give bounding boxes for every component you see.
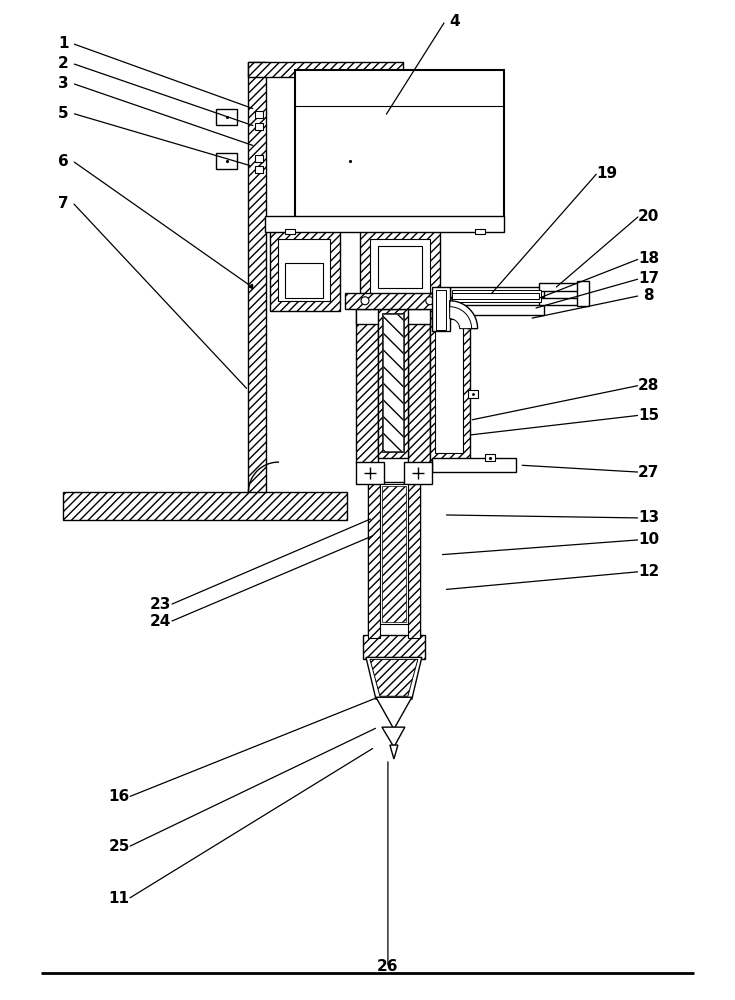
Bar	[539, 298, 579, 305]
Bar	[248, 62, 403, 77]
Polygon shape	[376, 697, 412, 729]
Bar	[450, 287, 545, 297]
Circle shape	[361, 297, 369, 305]
Bar	[475, 229, 484, 234]
Text: 3: 3	[58, 76, 68, 91]
Bar	[63, 492, 347, 520]
Text: 16: 16	[108, 789, 129, 804]
Bar	[382, 486, 406, 622]
Bar	[539, 283, 579, 291]
Bar	[434, 319, 462, 453]
Text: 5: 5	[58, 106, 68, 121]
Bar	[378, 309, 408, 458]
Polygon shape	[366, 657, 422, 699]
Bar	[408, 309, 430, 463]
Polygon shape	[450, 301, 478, 329]
Text: 11: 11	[109, 891, 129, 906]
Bar	[380, 484, 408, 624]
Text: 17: 17	[639, 271, 659, 286]
Text: 4: 4	[449, 14, 460, 29]
Bar	[215, 153, 237, 169]
Bar	[408, 484, 420, 638]
Bar	[360, 231, 440, 296]
Bar	[368, 484, 380, 638]
Bar	[378, 246, 422, 288]
Bar	[285, 229, 295, 234]
Bar	[431, 287, 450, 331]
Bar	[467, 390, 478, 398]
Text: 23: 23	[150, 597, 171, 612]
Text: 26: 26	[377, 959, 398, 974]
Polygon shape	[363, 635, 425, 659]
Text: 18: 18	[639, 251, 659, 266]
Bar	[452, 290, 542, 302]
Bar	[404, 462, 431, 484]
Bar	[215, 109, 237, 125]
Bar	[285, 263, 323, 298]
Bar	[256, 166, 263, 173]
Bar	[270, 231, 340, 311]
Bar	[450, 305, 545, 315]
Bar	[577, 281, 589, 306]
Bar	[256, 155, 263, 162]
Bar	[256, 123, 263, 130]
Bar	[356, 462, 384, 484]
Bar	[295, 70, 504, 219]
Text: 12: 12	[638, 564, 659, 579]
Bar	[248, 62, 266, 510]
Text: 6: 6	[58, 154, 68, 169]
Polygon shape	[382, 727, 405, 747]
Bar	[383, 314, 403, 451]
Text: 1: 1	[58, 36, 68, 51]
Text: 15: 15	[639, 408, 659, 423]
Text: 20: 20	[638, 209, 659, 224]
Text: 19: 19	[597, 166, 617, 181]
Text: 27: 27	[638, 465, 659, 480]
Bar	[345, 293, 455, 309]
Bar	[356, 309, 378, 463]
Bar	[265, 216, 504, 232]
Bar	[431, 458, 517, 472]
Text: 10: 10	[639, 532, 659, 547]
Text: 13: 13	[639, 510, 659, 525]
Bar	[356, 309, 430, 324]
Text: 2: 2	[58, 56, 68, 71]
Bar	[430, 311, 470, 465]
Polygon shape	[450, 307, 472, 329]
Bar	[256, 111, 263, 118]
Bar	[279, 239, 330, 301]
Polygon shape	[390, 745, 398, 759]
Text: 24: 24	[150, 614, 171, 629]
Bar	[382, 313, 404, 452]
Text: 28: 28	[638, 378, 659, 393]
Circle shape	[426, 297, 434, 305]
Bar	[370, 239, 430, 294]
Text: 25: 25	[108, 839, 129, 854]
Bar	[368, 482, 420, 639]
Bar	[484, 454, 495, 461]
Text: 8: 8	[644, 288, 654, 303]
Bar	[436, 290, 445, 330]
Bar	[452, 293, 539, 299]
Polygon shape	[370, 659, 417, 696]
Text: 7: 7	[58, 196, 68, 211]
